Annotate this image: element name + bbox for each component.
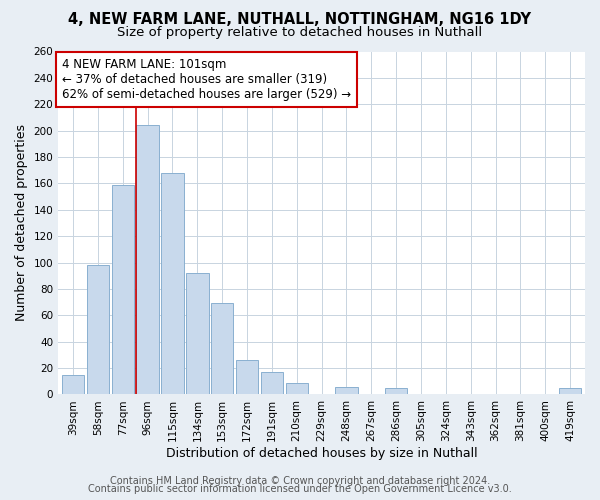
- Bar: [62, 374, 84, 394]
- Bar: [161, 173, 184, 394]
- Bar: [559, 388, 581, 394]
- Text: 4, NEW FARM LANE, NUTHALL, NOTTINGHAM, NG16 1DY: 4, NEW FARM LANE, NUTHALL, NOTTINGHAM, N…: [68, 12, 532, 28]
- Bar: [136, 126, 159, 394]
- Bar: [286, 382, 308, 394]
- Y-axis label: Number of detached properties: Number of detached properties: [15, 124, 28, 322]
- X-axis label: Distribution of detached houses by size in Nuthall: Distribution of detached houses by size …: [166, 447, 478, 460]
- Bar: [186, 273, 209, 394]
- Bar: [260, 372, 283, 394]
- Bar: [211, 304, 233, 394]
- Text: Contains public sector information licensed under the Open Government Licence v3: Contains public sector information licen…: [88, 484, 512, 494]
- Text: Size of property relative to detached houses in Nuthall: Size of property relative to detached ho…: [118, 26, 482, 39]
- Bar: [385, 388, 407, 394]
- Bar: [87, 265, 109, 394]
- Text: Contains HM Land Registry data © Crown copyright and database right 2024.: Contains HM Land Registry data © Crown c…: [110, 476, 490, 486]
- Bar: [236, 360, 258, 394]
- Bar: [335, 386, 358, 394]
- Bar: [112, 184, 134, 394]
- Text: 4 NEW FARM LANE: 101sqm
← 37% of detached houses are smaller (319)
62% of semi-d: 4 NEW FARM LANE: 101sqm ← 37% of detache…: [62, 58, 351, 101]
